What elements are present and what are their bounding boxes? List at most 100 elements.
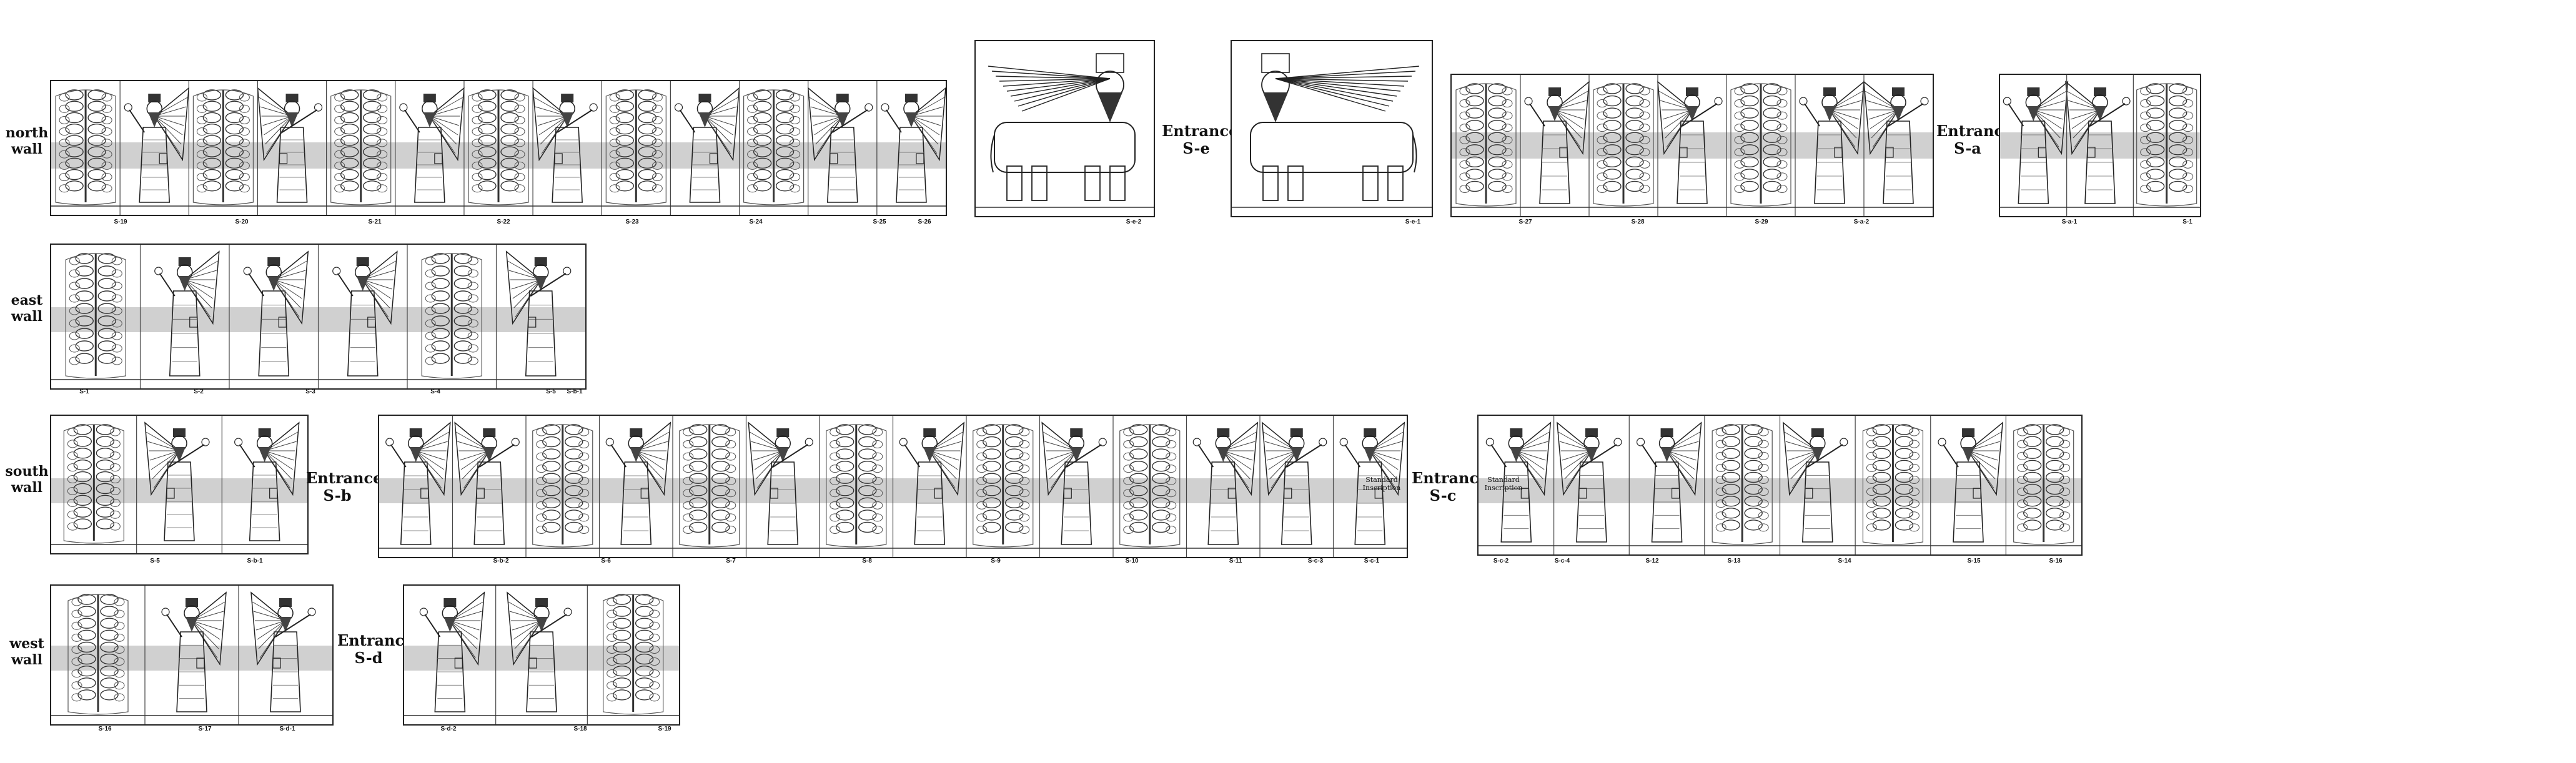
standard-inscription-label: Standard Inscription bbox=[1357, 476, 1407, 492]
wall-label-text: west wall bbox=[9, 636, 44, 668]
winged-figure bbox=[1192, 421, 1259, 545]
entrance-label-text: Entrance S-e bbox=[1162, 122, 1239, 157]
slab-label: S-23 bbox=[625, 219, 639, 225]
relief-drawing bbox=[1452, 75, 1933, 216]
sacred-tree bbox=[63, 424, 124, 544]
sacred-tree bbox=[1119, 424, 1181, 548]
wall-label-text: north wall bbox=[5, 125, 49, 157]
east-wall-panel bbox=[50, 244, 587, 390]
entrance-label-text: Entrance S-d bbox=[337, 631, 414, 667]
inscription-text: Standard Inscription bbox=[1484, 476, 1523, 492]
entrance-se-label: Entrance S-e bbox=[1162, 122, 1238, 157]
slab-label: S-14 bbox=[1838, 558, 1851, 564]
winged-figure bbox=[1657, 81, 1723, 204]
slab-label: S-19 bbox=[658, 726, 671, 732]
winged-figure bbox=[1782, 421, 1848, 543]
slab-label: S-d-1 bbox=[279, 726, 295, 732]
relief-drawing bbox=[51, 586, 332, 724]
winged-figure bbox=[1557, 421, 1622, 543]
slab-label: S-6 bbox=[601, 558, 611, 564]
slab-label: S-16 bbox=[2049, 558, 2063, 564]
slab-label: S-18 bbox=[573, 726, 587, 732]
winged-figure bbox=[234, 421, 300, 541]
winged-figure bbox=[2065, 81, 2131, 204]
sacred-tree bbox=[2013, 424, 2074, 545]
slab-label: S-12 bbox=[1645, 558, 1659, 564]
wall-label-text: south wall bbox=[5, 463, 49, 496]
winged-figure bbox=[1636, 421, 1702, 543]
slab-label: S-b-1 bbox=[247, 558, 263, 564]
slab-label: S-c-2 bbox=[1493, 558, 1509, 564]
sacred-tree bbox=[421, 253, 482, 379]
west-wall-left-panel bbox=[50, 584, 334, 726]
slab-label: S-17 bbox=[198, 726, 212, 732]
entrance-label-text: Entrance S-b bbox=[306, 469, 383, 505]
winged-figure bbox=[454, 421, 520, 545]
slab-label: S-c-3 bbox=[1307, 558, 1324, 564]
slab-label: S-a-2 bbox=[1853, 219, 1870, 225]
lamassu-drawing bbox=[1232, 53, 1432, 208]
slab-label: S-2 bbox=[194, 388, 204, 395]
sacred-tree bbox=[65, 253, 126, 379]
slab-label: S-b-1 bbox=[567, 388, 583, 395]
sacred-tree bbox=[192, 89, 254, 205]
sacred-tree bbox=[679, 424, 740, 548]
lamassu-drawing bbox=[976, 53, 1154, 208]
winged-figure bbox=[1863, 81, 1929, 204]
sacred-tree bbox=[603, 594, 664, 715]
slab-label: S-10 bbox=[1125, 558, 1139, 564]
sacred-tree bbox=[468, 89, 529, 205]
north-entrance-e-bull-left bbox=[974, 40, 1155, 217]
slab-label: S-a-1 bbox=[2061, 219, 2078, 225]
sacred-tree bbox=[743, 89, 805, 205]
south-wall-right-panel: Standard Inscription bbox=[1477, 415, 2083, 556]
sacred-tree bbox=[1712, 424, 1773, 545]
sacred-tree bbox=[67, 594, 129, 715]
slab-label: S-16 bbox=[98, 726, 112, 732]
winged-figure bbox=[505, 250, 572, 377]
west-wall-label: west wall bbox=[5, 636, 49, 668]
slab-label: S-8 bbox=[862, 558, 872, 564]
slab-label: S-15 bbox=[1967, 558, 1981, 564]
slab-label: S-27 bbox=[1518, 219, 1532, 225]
winged-figure bbox=[243, 250, 309, 377]
sacred-tree bbox=[1730, 83, 1791, 207]
relief-drawing bbox=[1479, 416, 2081, 554]
entrance-sd-label: Entrance S-d bbox=[337, 632, 414, 667]
north-wall-right-panel bbox=[1999, 74, 2201, 217]
winged-figure bbox=[1485, 421, 1552, 543]
winged-figure bbox=[1799, 81, 1865, 204]
winged-figure bbox=[419, 591, 485, 712]
slab-label: S-c-1 bbox=[1364, 558, 1380, 564]
sacred-tree bbox=[532, 424, 593, 548]
winged-figure bbox=[605, 421, 671, 545]
north-wall-label: north wall bbox=[5, 125, 49, 157]
winged-figure bbox=[144, 421, 210, 541]
sacred-tree bbox=[1455, 83, 1517, 207]
winged-figure bbox=[161, 591, 227, 712]
slab-label: S-21 bbox=[368, 219, 382, 225]
winged-figure bbox=[899, 421, 965, 545]
slab-label: S-26 bbox=[918, 219, 931, 225]
slab-label: S-5 bbox=[150, 558, 160, 564]
winged-figure bbox=[1938, 421, 2003, 543]
winged-figure bbox=[399, 87, 465, 203]
slab-label: S-20 bbox=[235, 219, 249, 225]
winged-figure bbox=[124, 87, 190, 203]
sacred-tree bbox=[55, 89, 116, 205]
winged-figure bbox=[154, 250, 220, 377]
slab-label: S-3 bbox=[305, 388, 315, 395]
slab-label: S-1 bbox=[79, 388, 89, 395]
winged-figure bbox=[1041, 421, 1107, 545]
slab-label: S-e-1 bbox=[1405, 219, 1421, 225]
north-wall-mid-panel bbox=[1450, 74, 1934, 217]
sacred-tree bbox=[2136, 83, 2197, 207]
relief-drawing bbox=[51, 81, 946, 215]
winged-figure bbox=[257, 87, 323, 203]
west-wall-right-panel bbox=[403, 584, 680, 726]
winged-figure bbox=[507, 591, 572, 712]
relief-drawing bbox=[2000, 75, 2200, 216]
slab-label: S-b-2 bbox=[493, 558, 509, 564]
slab-label: S-e-2 bbox=[1126, 219, 1142, 225]
winged-figure bbox=[250, 591, 316, 712]
